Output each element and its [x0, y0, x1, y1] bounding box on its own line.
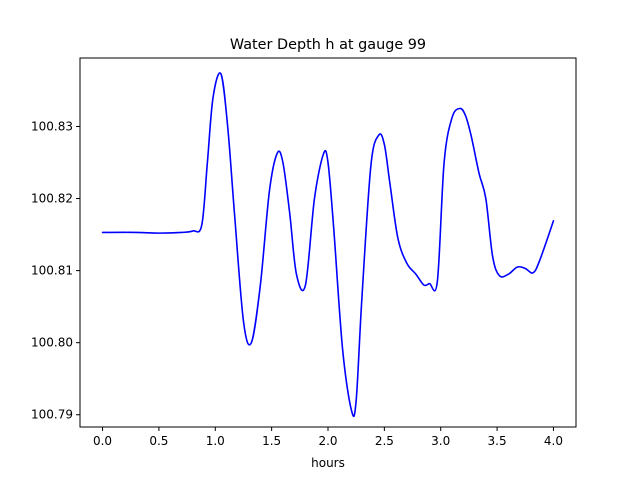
y-tick-label: 100.79 — [31, 408, 73, 422]
y-tick-label: 100.83 — [31, 119, 73, 133]
y-tick-label: 100.80 — [31, 336, 73, 350]
x-axis-label: hours — [311, 456, 345, 470]
x-tick-label: 2.5 — [375, 434, 394, 448]
series-line-0 — [101, 72, 555, 418]
plot-area — [79, 57, 577, 428]
series-layer — [101, 72, 555, 418]
x-tick-label: 0.0 — [93, 434, 112, 448]
y-axis-ticks: 100.79 100.80 100.81 100.82 100.83 — [31, 119, 80, 422]
x-tick-label: 3.5 — [488, 434, 507, 448]
x-tick-label: 3.0 — [431, 434, 450, 448]
x-tick-label: 1.5 — [262, 434, 281, 448]
x-tick-label: 4.0 — [544, 434, 563, 448]
y-tick-label: 100.81 — [31, 264, 73, 278]
x-axis-ticks: 0.0 0.5 1.0 1.5 2.0 2.5 3.0 3.5 4.0 — [93, 427, 563, 448]
chart-title: Water Depth h at gauge 99 — [230, 37, 426, 53]
x-tick-label: 0.5 — [149, 434, 168, 448]
x-tick-label: 1.0 — [206, 434, 225, 448]
y-tick-label: 100.82 — [31, 192, 73, 206]
x-tick-label: 2.0 — [318, 434, 337, 448]
